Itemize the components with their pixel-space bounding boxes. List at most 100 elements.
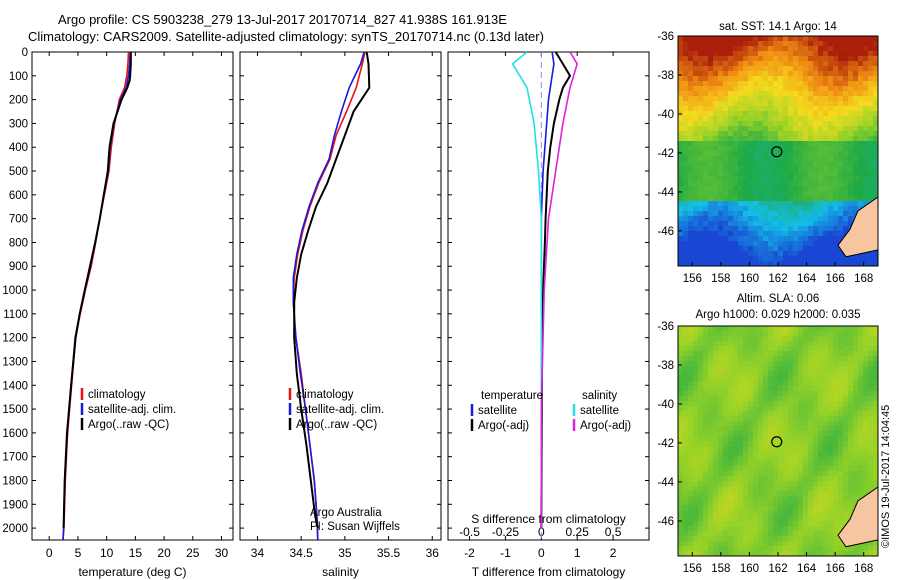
map-cell [703,431,708,436]
map-cell [738,361,743,366]
map-cell [748,456,753,461]
map-cell [753,161,758,166]
map-cell [753,136,758,141]
map-cell [753,221,758,226]
map-cell [823,471,828,476]
map-cell [868,126,873,131]
map-cell [708,416,713,421]
map-cell [753,86,758,91]
map-cell [838,551,843,556]
map-cell [873,71,878,76]
map-cell [873,436,878,441]
map-cell [708,446,713,451]
map-cell [763,466,768,471]
map-cell [808,496,813,501]
map-cell [713,151,718,156]
map-cell [698,421,703,426]
map-cell [773,336,778,341]
map-cell [868,71,873,76]
map-cell [848,181,853,186]
map-cell [718,186,723,191]
map-cell [683,406,688,411]
map-cell [808,441,813,446]
map-cell [798,86,803,91]
map-cell [793,131,798,136]
map-cell [813,41,818,46]
map-cell [723,226,728,231]
map-cell [808,486,813,491]
map-cell [813,96,818,101]
map-cell [828,121,833,126]
map-cell [843,511,848,516]
map-cell [708,231,713,236]
map-cell [758,476,763,481]
map-cell [763,96,768,101]
map-cell [788,466,793,471]
map-cell [833,511,838,516]
map-cell [698,96,703,101]
map-cell [873,156,878,161]
map-cell [768,546,773,551]
map-cell [838,106,843,111]
map-cell [713,191,718,196]
map-cell [798,36,803,41]
map-cell [818,236,823,241]
map-cell [778,376,783,381]
map-cell [793,516,798,521]
map-cell [728,431,733,436]
map-cell [693,76,698,81]
map-cell [733,331,738,336]
map-cell [838,371,843,376]
map-cell [773,551,778,556]
map-cell [728,366,733,371]
map-cell [833,391,838,396]
map-cell [863,441,868,446]
map-cell [783,261,788,266]
map-cell [758,251,763,256]
map-cell [753,206,758,211]
map-cell [748,106,753,111]
map-cell [678,71,683,76]
map-cell [748,201,753,206]
map-cell [713,96,718,101]
map-cell [808,501,813,506]
map-cell [793,221,798,226]
map-cell [763,211,768,216]
map-cell [848,96,853,101]
map-cell [868,416,873,421]
map-cell [853,471,858,476]
map-cell [718,366,723,371]
map-cell [813,401,818,406]
top-tick-label: 0.5 [605,525,622,539]
map-cell [798,471,803,476]
map-cell [808,146,813,151]
map-cell [783,131,788,136]
map-cell [848,471,853,476]
map-cell [723,336,728,341]
map-cell [788,406,793,411]
map-cell [848,426,853,431]
map-cell [728,451,733,456]
map-cell [763,56,768,61]
map-cell [693,336,698,341]
map-cell [713,171,718,176]
map-cell [698,191,703,196]
map-cell [788,396,793,401]
map-cell [873,91,878,96]
map-cell [683,481,688,486]
map-cell [823,131,828,136]
map-cell [858,171,863,176]
map-cell [763,461,768,466]
map-cell [798,126,803,131]
map-cell [843,421,848,426]
map-cell [783,181,788,186]
map-cell [808,156,813,161]
map-cell [688,176,693,181]
map-cell [678,351,683,356]
map-cell [793,391,798,396]
map-cell [718,171,723,176]
map-cell [773,536,778,541]
map-cell [833,341,838,346]
map-cell [683,151,688,156]
map-cell [788,461,793,466]
